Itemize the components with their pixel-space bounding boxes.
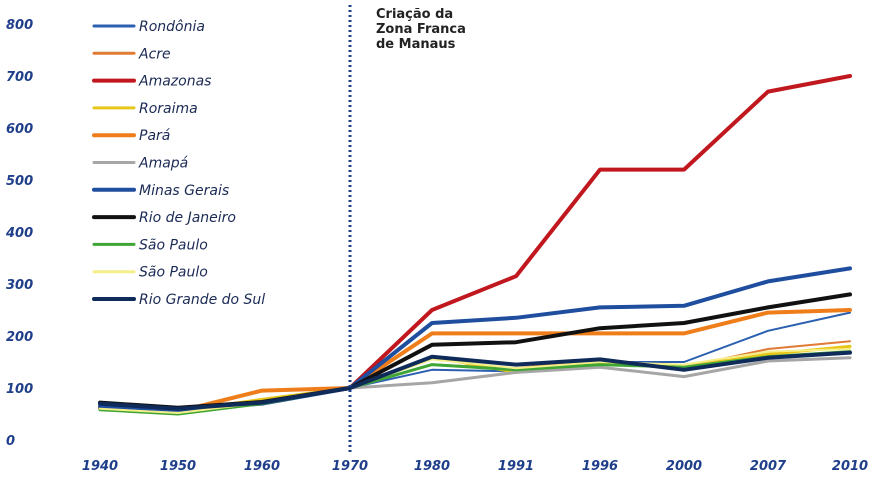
y-tick-label: 700 [6, 70, 33, 85]
legend-label: Acre [138, 46, 171, 62]
legend-label: Minas Gerais [139, 183, 229, 199]
legend-label: Rondônia [139, 19, 205, 35]
series-line [98, 292, 852, 410]
x-tick-label: 1996 [582, 459, 618, 474]
series-line [99, 348, 851, 414]
legend-label: Amazonas [138, 74, 211, 90]
annotation-text: Criação da [376, 7, 453, 22]
legend-label: Rio de Janeiro [139, 210, 236, 226]
legend-label: Amapá [138, 156, 188, 172]
x-tick-label: 1950 [160, 459, 196, 474]
y-tick-label: 800 [6, 18, 33, 33]
x-axis-ticks: 1940 1950 1960 1970 1980 1991 1996 2000 2007 2010 [82, 459, 868, 474]
x-tick-label: 2000 [666, 459, 702, 474]
series-line [98, 350, 852, 411]
y-tick-label: 200 [6, 330, 33, 345]
y-tick-label: 300 [6, 278, 33, 293]
y-tick-label: 500 [6, 174, 33, 189]
x-tick-label: 2010 [832, 459, 868, 474]
series-lines [98, 74, 852, 416]
x-tick-label: 1991 [498, 459, 534, 474]
legend-label: São Paulo [139, 265, 208, 281]
x-tick-label: 1970 [332, 459, 368, 474]
legend-label: São Paulo [139, 237, 208, 253]
y-tick-label: 0 [6, 434, 15, 449]
legend-label: Pará [139, 128, 170, 144]
annotation-text: de Manaus [376, 37, 456, 52]
y-tick-label: 600 [6, 122, 33, 137]
legend: Rondônia Acre Amazonas Roraima Pará Amapá Mina… [92, 19, 265, 308]
y-tick-label: 100 [6, 382, 33, 397]
series-line [98, 266, 852, 412]
x-tick-label: 2007 [750, 459, 787, 474]
legend-label: Roraima [139, 101, 198, 117]
y-tick-label: 400 [5, 226, 33, 241]
annotation-text: Zona Franca [376, 22, 466, 37]
x-tick-label: 1940 [82, 459, 118, 474]
legend-label: Rio Grande do Sul [139, 292, 265, 308]
series-line [98, 308, 852, 414]
y-axis-ticks: 0 100 200 300 400 500 600 700 800 [5, 18, 33, 449]
x-tick-label: 1960 [244, 459, 280, 474]
x-tick-label: 1980 [414, 459, 450, 474]
